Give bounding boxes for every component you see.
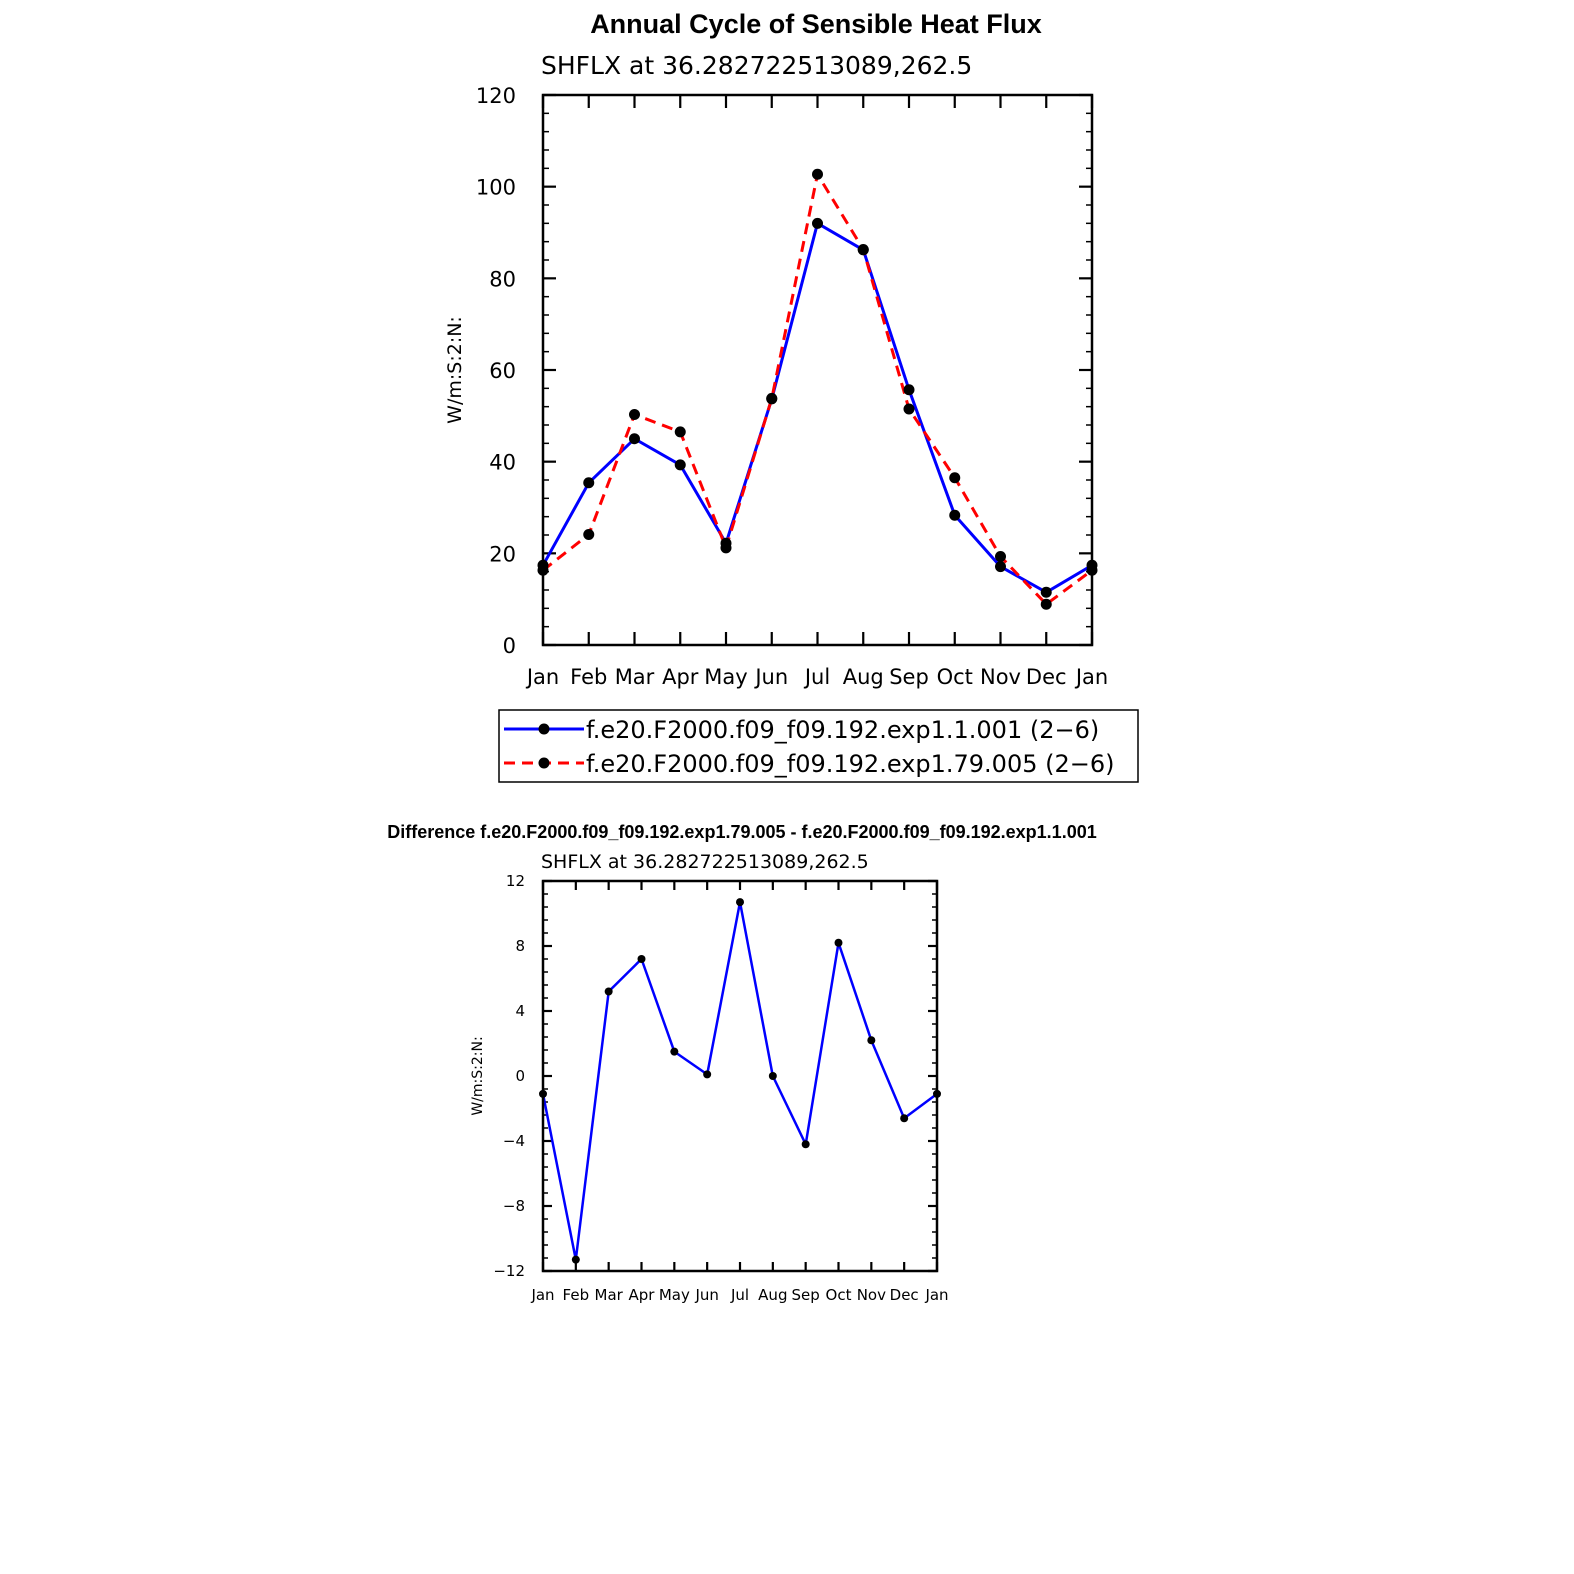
legend-label-series-2: f.e20.F2000.f09_f09.192.exp1.79.005 (2−6… — [586, 750, 1114, 778]
chart1-series-2-point — [949, 472, 961, 484]
chart1-series-2-point — [1040, 598, 1052, 610]
chart2-x-tick-label: Jan — [530, 1286, 554, 1304]
chart1-series-2-point — [583, 529, 595, 541]
chart1-x-tick-label: Feb — [570, 665, 607, 689]
chart1-x-tick-label: Jan — [525, 665, 559, 689]
chart1-x-tick-label: May — [704, 665, 747, 689]
chart1-series-1-point — [674, 459, 686, 471]
chart1-series-2-point — [766, 392, 778, 404]
chart2-series-1-point — [768, 1072, 777, 1080]
chart2-y-axis-label: W/m:S:2:N: — [470, 1036, 486, 1115]
chart1-series-2-point — [857, 243, 869, 255]
chart2-x-tick-label: Jul — [730, 1286, 749, 1304]
chart2-subtitle: SHFLX at 36.282722513089,262.5 — [541, 851, 869, 873]
chart1-series-line-2 — [542, 172, 1093, 606]
chart2-series-1-point — [637, 955, 646, 963]
chart1-x-tick-label: Dec — [1026, 665, 1067, 689]
chart1-series-1-point — [583, 477, 595, 489]
chart1-series-2-point — [995, 551, 1006, 563]
chart1-y-tick-label: 20 — [489, 542, 516, 566]
chart2-series-1-point — [604, 987, 613, 996]
chart2-title: Difference f.e20.F2000.f09_f09.192.exp1.… — [387, 822, 1096, 842]
chart1-series-1-point — [812, 217, 823, 229]
chart2-x-tick-label: Nov — [857, 1286, 886, 1304]
chart1-x-tick-label: Oct — [937, 665, 973, 689]
chart1-points — [537, 168, 1098, 610]
chart1-y-tick-label: 100 — [476, 176, 516, 200]
chart1-subtitle: SHFLX at 36.282722513089,262.5 — [541, 51, 972, 80]
chart1-series — [541, 172, 1093, 606]
chart2-series — [541, 900, 938, 1261]
chart2-x-tick-label: Jan — [924, 1286, 948, 1304]
legend-marker-series-2 — [538, 757, 550, 769]
legend: f.e20.F2000.f09_f09.192.exp1.1.001 (2−6)… — [498, 709, 1139, 783]
chart1-series-2-point — [629, 408, 640, 420]
chart1-x-tick-label: Jun — [753, 665, 788, 689]
chart1-y-tick-label: 60 — [489, 359, 516, 383]
chart2-y-tick-label: 8 — [515, 937, 525, 955]
chart2-ticks: Jan Feb Mar Apr May Jun Jul Aug Sep Oct Nov Dec Jan−… — [493, 872, 948, 1304]
chart1-series-1-point — [903, 384, 915, 396]
annual-cycle-chart: Annual Cycle of Sensible Heat Flux SHFLX… — [444, 9, 1108, 689]
chart2-y-tick-label: 4 — [515, 1002, 525, 1020]
chart1-plot-frame — [541, 93, 1094, 647]
chart2-x-tick-label: Feb — [563, 1286, 590, 1304]
chart2-x-tick-label: Oct — [826, 1286, 852, 1304]
chart2-series-1-point — [571, 1255, 580, 1264]
chart2-series-1-point — [736, 898, 744, 907]
chart1-y-tick-label: 80 — [489, 267, 516, 291]
chart2-series-1-point — [801, 1140, 810, 1149]
chart1-ticks: Jan Feb Mar Apr May Jun Jul Aug Sep Oct Nov Dec Jan 0… — [476, 84, 1108, 689]
chart2-y-tick-label: −12 — [493, 1262, 525, 1280]
difference-chart: Difference f.e20.F2000.f09_f09.192.exp1.… — [387, 822, 1096, 1304]
chart2-y-tick-label: 12 — [506, 872, 525, 890]
chart2-series-1-point — [670, 1047, 679, 1056]
chart2-y-tick-label: −8 — [503, 1197, 525, 1215]
chart1-series-2-point — [674, 426, 686, 438]
legend-box — [498, 709, 1139, 783]
chart2-x-tick-label: Apr — [629, 1286, 656, 1304]
chart2-x-tick-label: Jun — [694, 1286, 718, 1304]
chart1-series-1-point — [995, 561, 1006, 573]
chart2-series-1-point — [703, 1070, 712, 1079]
chart1-x-tick-label: Aug — [843, 665, 884, 689]
chart1-series-2-point — [903, 403, 915, 415]
chart1-series-2-point — [812, 168, 823, 180]
chart2-x-tick-label: Mar — [595, 1286, 624, 1304]
chart2-plot-frame — [541, 879, 939, 1273]
chart1-series-1-point — [949, 509, 961, 521]
chart1-x-tick-label: Jan — [1074, 665, 1108, 689]
chart2-points — [539, 898, 941, 1264]
chart1-y-tick-label: 120 — [476, 84, 516, 108]
chart1-series-2-point — [720, 542, 732, 554]
chart2-x-tick-label: Sep — [792, 1286, 820, 1304]
chart1-x-tick-label: Jul — [803, 665, 830, 689]
chart1-series-1-point — [629, 433, 640, 445]
chart1-series-1-point — [1040, 586, 1052, 598]
chart2-series-line-1 — [541, 900, 938, 1261]
chart1-x-tick-label: Nov — [980, 665, 1021, 689]
legend-marker-series-1 — [538, 723, 550, 735]
chart1-title: Annual Cycle of Sensible Heat Flux — [590, 9, 1042, 39]
chart2-x-tick-label: May — [659, 1286, 690, 1304]
chart1-series-line-1 — [541, 221, 1093, 594]
chart2-series-1-point — [834, 938, 843, 947]
chart1-y-axis-label: W/m:S:2:N: — [444, 316, 466, 424]
chart1-x-tick-label: Sep — [889, 665, 929, 689]
chart2-y-tick-label: 0 — [515, 1067, 525, 1085]
chart1-x-tick-label: Mar — [615, 665, 655, 689]
chart2-x-tick-label: Dec — [890, 1286, 919, 1304]
chart1-y-tick-label: 0 — [503, 634, 516, 658]
chart1-x-tick-label: Apr — [662, 665, 699, 689]
chart2-series-1-point — [900, 1114, 909, 1123]
chart2-y-tick-label: −4 — [503, 1132, 525, 1150]
legend-label-series-1: f.e20.F2000.f09_f09.192.exp1.1.001 (2−6) — [586, 716, 1099, 744]
chart2-series-1-point — [867, 1036, 876, 1045]
chart2-x-tick-label: Aug — [758, 1286, 787, 1304]
chart1-y-tick-label: 40 — [489, 451, 516, 475]
